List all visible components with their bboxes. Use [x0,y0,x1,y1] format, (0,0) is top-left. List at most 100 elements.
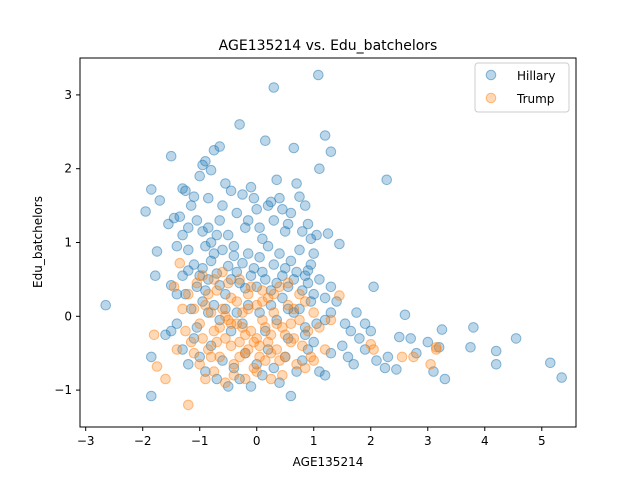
legend-marker-trump [485,92,497,104]
scatter-point-hillary [100,299,111,311]
scatter-point-hillary [302,265,314,276]
y-axis-label: Edu_batchelors [31,196,45,288]
scatter-point-hillary [180,185,191,197]
scatter-point-hillary [140,206,151,217]
scatter-point-trump [205,307,217,318]
scatter-point-trump [279,329,291,341]
scatter-point-trump [251,366,263,377]
scatter-point-hillary [465,342,476,353]
scatter-point-hillary [354,333,365,344]
scatter-point-trump [208,325,220,337]
scatter-point-hillary [194,170,205,182]
scatter-point-trump [211,336,223,348]
x-axis-label: AGE135214 [293,455,364,469]
scatter-point-trump [271,318,283,330]
scatter-point-trump [308,307,320,318]
scatter-point-trump [396,351,408,363]
scatter-point-hillary [368,281,379,293]
x-tick-label: −2 [134,434,152,448]
x-axis: −3 −2 −1 0 1 2 3 4 5 [77,427,546,448]
scatter-point-hillary [302,277,314,289]
scatter-point-trump [334,290,345,301]
scatter-point-trump [148,329,160,341]
y-tick-label: 0 [64,309,72,323]
scatter-point-trump [168,281,180,293]
y-tick-label: 3 [64,88,72,102]
legend-label-hillary: Hillary [517,69,555,83]
scatter-point-hillary [314,274,325,285]
scatter-point-hillary [379,362,391,374]
scatter-point-hillary [200,366,211,377]
scatter-point-hillary [151,246,163,257]
scatter-point-trump [299,362,311,374]
scatter-point-trump [251,333,263,344]
scatter-point-hillary [217,200,228,211]
scatter-point-trump [208,366,220,377]
scatter-point-trump [262,292,274,304]
legend: Hillary Trump [474,62,570,113]
scatter-point-hillary [154,195,166,206]
scatter-point-hillary [274,192,285,204]
scatter-point-trump [151,361,163,372]
scatter-point-trump [314,322,325,333]
scatter-point-hillary [371,355,382,366]
scatter-point-trump [237,322,248,333]
scatter-point-trump [174,257,186,269]
scatter-point-trump [262,336,274,348]
scatter-point-hillary [191,215,203,226]
scatter-point-hillary [337,340,348,352]
x-tick-label: −3 [77,434,95,448]
scatter-point-trump [222,277,234,289]
x-tick-label: 3 [424,434,432,448]
scatter-point-trump [220,333,231,344]
scatter-point-trump [257,296,268,307]
scatter-point-trump [308,355,320,366]
scatter-point-trump [260,322,271,333]
scatter-point-hillary [282,218,294,230]
scatter-point-hillary [177,229,188,241]
scatter-point-hillary [490,359,502,370]
scatter-point-hillary [183,244,194,256]
scatter-point-trump [319,344,331,355]
scatter-point-trump [282,299,294,311]
scatter-point-hillary [203,192,214,204]
scatter-point-hillary [268,215,280,226]
scatter-point-hillary [342,351,354,363]
scatter-point-hillary [299,200,311,211]
scatter-point-hillary [188,259,200,270]
chart-title: AGE135214 vs. Edu_batchelors [219,38,438,54]
scatter-point-hillary [214,141,225,152]
scatter-point-hillary [197,226,208,237]
scatter-point-hillary [305,296,317,307]
scatter-point-trump [265,373,277,385]
scatter-point-hillary [242,299,254,311]
scatter-point-hillary [322,228,334,239]
scatter-point-hillary [545,357,556,369]
scatter-point-hillary [325,307,337,318]
scatter-point-hillary [436,324,448,335]
scatter-point-hillary [146,390,157,402]
scatter-point-hillary [251,281,263,293]
scatter-point-trump [231,318,243,330]
scatter-point-trump [274,281,285,293]
scatter-point-trump [228,359,240,370]
scatter-point-hillary [302,218,314,230]
scatter-point-hillary [160,329,171,341]
scatter-point-trump [191,277,203,289]
scatter-point-trump [242,344,254,355]
scatter-point-trump [188,303,200,315]
scatter-point-hillary [308,248,320,259]
legend-box [474,62,570,113]
scatter-point-hillary [200,156,211,167]
scatter-point-hillary [208,145,220,156]
scatter-point-hillary [325,281,337,293]
scatter-point-hillary [308,336,320,348]
scatter-point-trump [194,359,205,370]
scatter-point-trump [214,351,225,363]
scatter-point-hillary [288,307,300,318]
scatter-point-hillary [260,274,271,285]
scatter-point-hillary [285,390,297,402]
scatter-point-hillary [214,314,225,326]
scatter-point-trump [294,288,305,300]
scatter-point-hillary [348,359,360,370]
